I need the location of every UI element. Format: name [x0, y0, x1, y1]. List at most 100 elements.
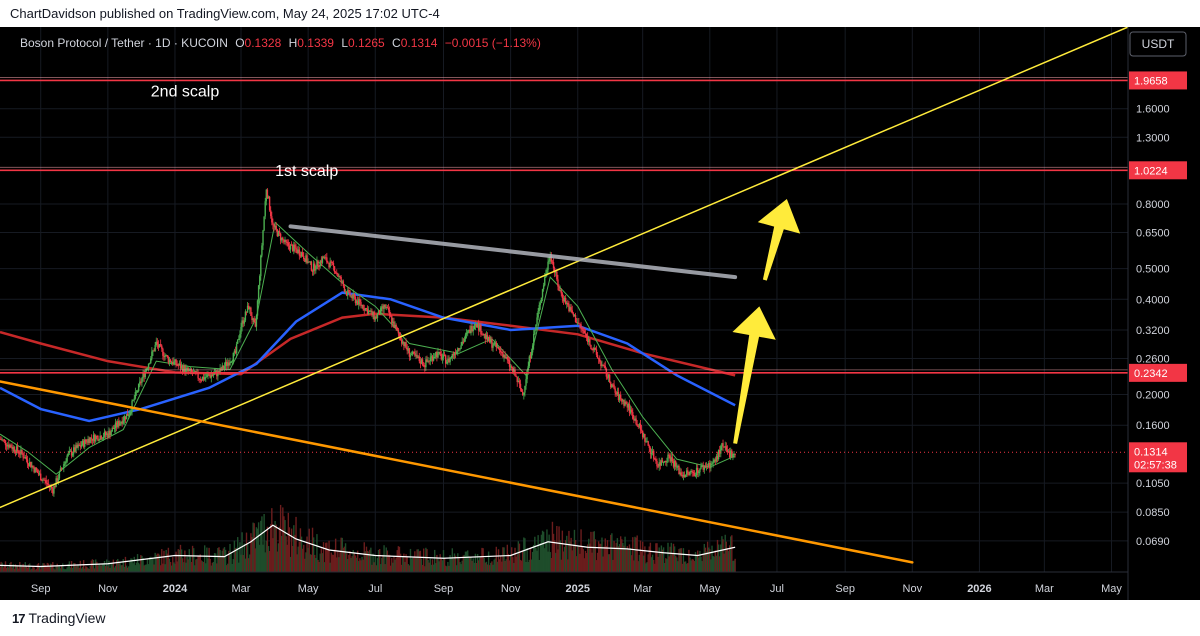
candle-body [73, 447, 75, 454]
candle-body [733, 453, 735, 455]
volume-bar [389, 565, 392, 572]
volume-bar [444, 565, 447, 572]
candle-body [259, 276, 261, 286]
candle-body [295, 247, 297, 250]
volume-bar [318, 562, 320, 572]
volume-bar [523, 537, 525, 572]
candle-body [404, 342, 406, 347]
volume-bar [67, 564, 69, 572]
volume-bar [66, 567, 68, 572]
volume-bar [433, 549, 436, 572]
high-label: H [289, 36, 298, 50]
volume-bar [501, 561, 503, 572]
candle-body [515, 375, 517, 377]
volume-bar [454, 555, 457, 572]
volume-bar [354, 555, 357, 572]
volume-bar [427, 559, 429, 572]
candle-body [9, 445, 11, 448]
candle-body [89, 437, 91, 443]
candle-body [320, 260, 323, 263]
price-tick-label: 0.3200 [1136, 325, 1170, 337]
candle-body [38, 473, 41, 475]
candle-body [432, 357, 435, 361]
volume-bar [104, 566, 107, 572]
candle-body [411, 351, 414, 355]
candle-body [388, 310, 391, 316]
candle-body [289, 244, 292, 250]
candle-body [71, 453, 74, 456]
candle-body [229, 362, 231, 366]
currency-button-label[interactable]: USDT [1142, 37, 1175, 51]
candle-body [584, 333, 587, 335]
volume-bar [659, 553, 661, 572]
candle-body [561, 293, 564, 299]
candle-body [340, 277, 342, 283]
candle-body [132, 399, 134, 401]
currency-button[interactable] [1129, 31, 1187, 57]
volume-bar [654, 563, 656, 572]
volume-bar [537, 535, 539, 572]
volume-bar [219, 549, 221, 572]
candle-body [187, 367, 189, 371]
volume-bar [670, 542, 672, 572]
candle-body [406, 347, 408, 351]
candle-body [22, 453, 24, 458]
candle-body [500, 350, 502, 353]
candle-body [712, 462, 714, 464]
volume-bar [386, 550, 389, 572]
volume-bar [419, 550, 422, 572]
candle-body [345, 291, 348, 296]
candle-body [381, 306, 383, 308]
volume-bar [465, 551, 468, 572]
candle-body [337, 273, 339, 277]
candle-body [298, 249, 301, 256]
volume-bar [582, 549, 584, 572]
volume-bar [524, 538, 526, 572]
volume-bar [411, 557, 414, 572]
bar-countdown-label: 02:57:38 [1134, 459, 1177, 471]
volume-bar [644, 546, 646, 572]
volume-bar [201, 561, 204, 572]
price-chart[interactable]: 2nd scalp 1st scalp 1.9658 1.0224 0.2342 1.6… [0, 27, 1200, 600]
candle-body [67, 453, 69, 456]
candle-body [245, 311, 248, 313]
candle-body [81, 440, 84, 446]
volume-bar [264, 552, 266, 572]
volume-bar [299, 528, 302, 572]
candle-body [369, 310, 371, 312]
candle-body [275, 225, 277, 230]
candle-body [0, 438, 1, 440]
candle-body [304, 259, 306, 262]
volume-bar [470, 557, 472, 572]
candle-body [141, 378, 143, 383]
chart-frame[interactable]: 2nd scalp 1st scalp 1.9658 1.0224 0.2342 1.6… [0, 27, 1200, 600]
candle-body [237, 339, 239, 344]
candle-body [100, 435, 102, 440]
volume-bar [175, 551, 177, 572]
svg-text:Boson Protocol / Tether · 1D ·: Boson Protocol / Tether · 1D · KUCOIN O0… [20, 36, 541, 50]
price-tick-label: 0.8000 [1136, 199, 1170, 211]
volume-bar [503, 547, 505, 572]
volume-bar [636, 535, 638, 572]
candle-body [393, 321, 395, 328]
volume-bar [26, 567, 29, 572]
candle-body [231, 361, 233, 363]
candle-body [349, 290, 351, 297]
candle-body [360, 301, 362, 306]
time-tick-label: Nov [501, 583, 521, 595]
candle-body [501, 352, 503, 354]
volume-bar [151, 558, 153, 572]
volume-bar [9, 563, 11, 572]
volume-bar [437, 558, 439, 572]
candle-body [400, 339, 403, 344]
volume-bar [296, 554, 298, 572]
candle-body [285, 239, 287, 242]
volume-bar [117, 558, 119, 572]
volume-bar [285, 536, 287, 572]
volume-bar [62, 563, 64, 572]
candle-body [30, 461, 32, 468]
candle-body [82, 440, 85, 447]
candle-body [654, 458, 656, 460]
volume-bar [528, 559, 531, 572]
candle-body [572, 313, 575, 316]
